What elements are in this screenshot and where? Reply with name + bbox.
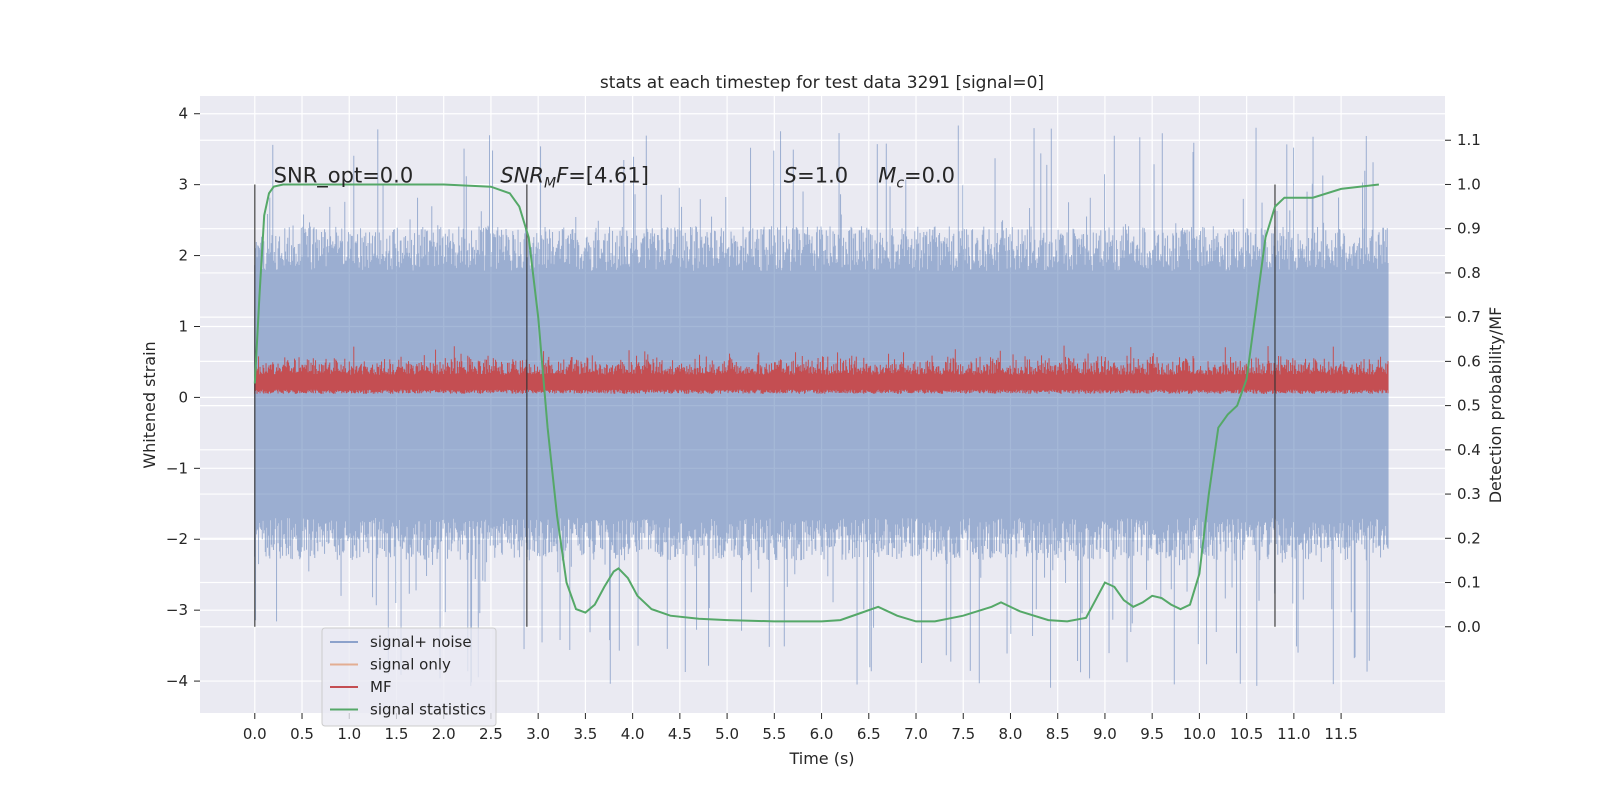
- legend-label: signal only: [370, 656, 451, 674]
- legend-label: MF: [370, 678, 392, 696]
- x-tick-label: 4.5: [668, 725, 692, 743]
- y-right-tick-label: 0.3: [1457, 485, 1481, 503]
- y-tick-label: 2: [178, 247, 188, 265]
- y-axis-right: 1.1 1.0 0.9 0.8 0.7 0.6 0.5 0.4 0.3 0.2 0.1 0.0: [1445, 131, 1481, 636]
- series-signal-statistics: [253, 183, 1380, 623]
- y-right-tick-label: 0.9: [1457, 220, 1481, 238]
- y-right-tick-label: 0.8: [1457, 264, 1481, 282]
- annotation-text: S=1.0: [784, 164, 848, 188]
- x-tick-label: 8.5: [1046, 725, 1070, 743]
- x-tick-label: 9.0: [1093, 725, 1117, 743]
- x-axis: 0.0 0.5 1.0 1.5 2.0 2.5 3.0 3.5 4.0 4.5 5.0 5.5 6.0 6…: [243, 713, 1358, 743]
- annotation-text: Mc=0.0: [878, 164, 955, 192]
- y-axis-left: 4 3 2 1 0 −1 −2 −3 −4: [166, 105, 200, 690]
- y-right-tick-label: 0.5: [1457, 397, 1481, 415]
- x-tick-label: 6.0: [810, 725, 834, 743]
- y-right-tick-label: 0.1: [1457, 574, 1481, 592]
- x-tick-label: 3.0: [526, 725, 550, 743]
- y-axis-right-label: Detection probability/MF: [1486, 307, 1505, 504]
- y-tick-label: 4: [178, 105, 188, 123]
- y-tick-label: 3: [178, 176, 188, 194]
- annotation-text: SNR_opt=0.0: [274, 164, 414, 189]
- y-right-tick-label: 1.1: [1457, 131, 1481, 149]
- y-tick-label: −4: [166, 672, 188, 690]
- chart-title: stats at each timestep for test data 329…: [600, 73, 1044, 93]
- x-tick-label: 6.5: [857, 725, 881, 743]
- x-tick-label: 0.5: [290, 725, 314, 743]
- y-right-tick-label: 0.0: [1457, 618, 1481, 636]
- x-tick-label: 2.0: [432, 725, 456, 743]
- annotation-text: SNRMF=[4.61]: [500, 164, 649, 192]
- legend-label: signal+ noise: [370, 633, 472, 651]
- x-tick-label: 1.0: [337, 725, 361, 743]
- x-tick-label: 1.5: [385, 725, 409, 743]
- x-tick-label: 0.0: [243, 725, 267, 743]
- x-tick-label: 11.5: [1324, 725, 1357, 743]
- annotations: SNR_opt=0.0 SNRMF=[4.61] S=1.0 Mc=0.0: [274, 164, 955, 192]
- y-axis-label: Whitened strain: [140, 341, 159, 468]
- x-axis-label: Time (s): [788, 749, 854, 768]
- legend: signal+ noise signal only MF signal statist…: [321, 627, 497, 727]
- x-tick-label: 10.0: [1183, 725, 1216, 743]
- x-tick-label: 3.5: [573, 725, 597, 743]
- y-tick-label: −2: [166, 530, 188, 548]
- x-tick-label: 8.0: [999, 725, 1023, 743]
- y-right-tick-label: 0.7: [1457, 308, 1481, 326]
- y-right-tick-label: 0.2: [1457, 529, 1481, 547]
- x-tick-label: 5.0: [715, 725, 739, 743]
- y-tick-label: 0: [178, 388, 188, 406]
- legend-box: [321, 627, 497, 727]
- x-tick-label: 4.0: [621, 725, 645, 743]
- x-tick-label: 7.5: [951, 725, 975, 743]
- y-tick-label: −1: [166, 459, 188, 477]
- legend-label: signal statistics: [370, 701, 486, 719]
- y-right-tick-label: 0.4: [1457, 441, 1481, 459]
- y-right-tick-label: 0.6: [1457, 352, 1481, 370]
- y-tick-label: −3: [166, 601, 188, 619]
- x-tick-label: 7.0: [904, 725, 928, 743]
- y-tick-label: 1: [178, 317, 188, 335]
- vertical-markers: [254, 184, 1276, 627]
- x-tick-label: 5.5: [762, 725, 786, 743]
- x-tick-label: 11.0: [1277, 725, 1310, 743]
- y-right-tick-label: 1.0: [1457, 175, 1481, 193]
- x-tick-label: 9.5: [1140, 725, 1164, 743]
- x-tick-label: 2.5: [479, 725, 503, 743]
- x-tick-label: 10.5: [1230, 725, 1263, 743]
